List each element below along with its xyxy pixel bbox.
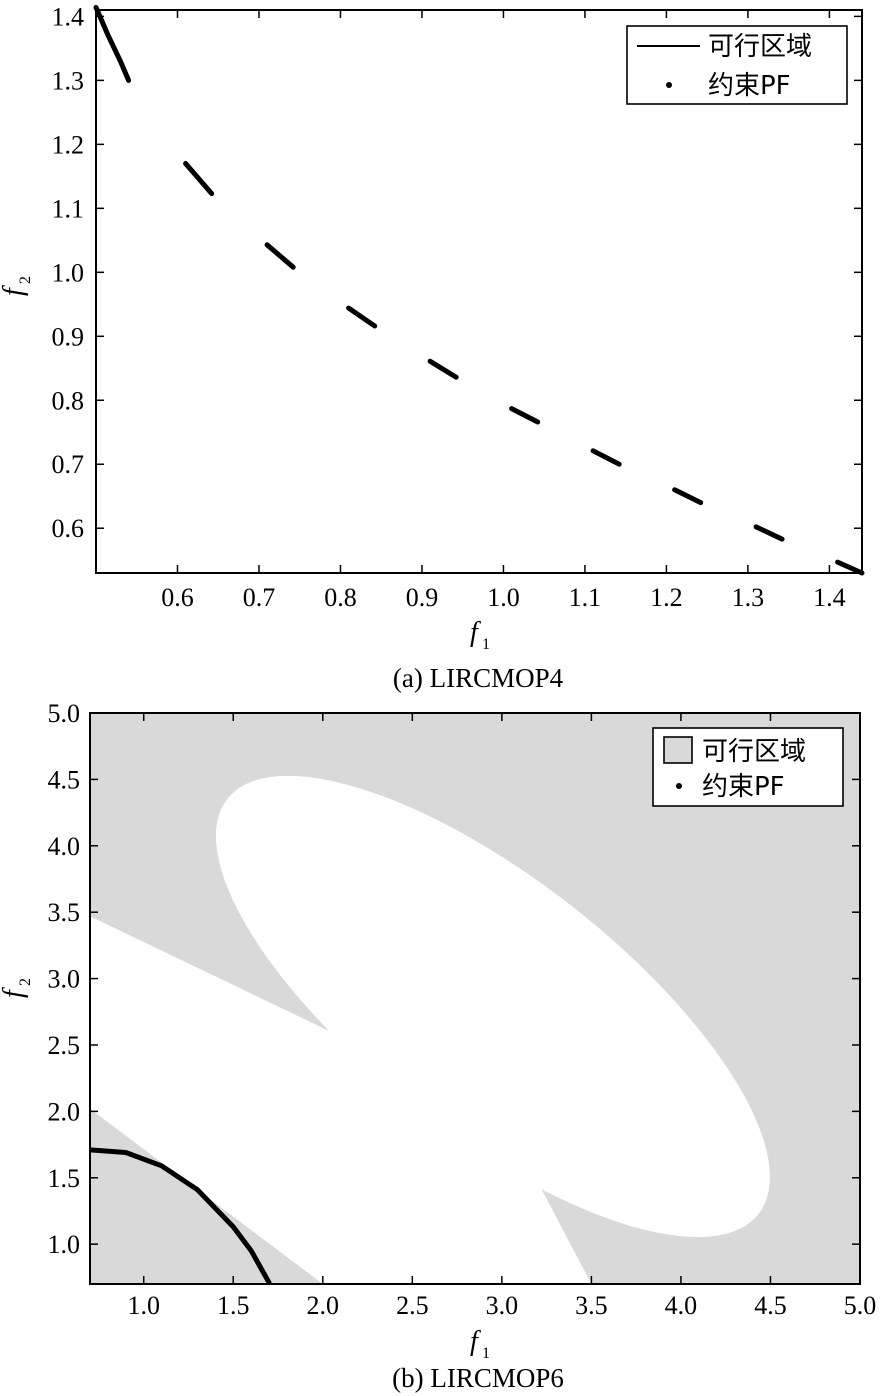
chart-a-pf-segment bbox=[93, 4, 132, 83]
chart-a-xtick-label: 0.9 bbox=[406, 583, 439, 612]
chart-a-ytick-label: 1.0 bbox=[52, 258, 85, 287]
chart-a-xtick-label: 1.2 bbox=[650, 583, 683, 612]
chart-b-ytick-label: 3.0 bbox=[48, 965, 81, 994]
chart-b-pf-curve bbox=[90, 1147, 272, 1284]
chart-a-ytick-label: 1.4 bbox=[52, 2, 85, 31]
chart-b-ytick-label: 5.0 bbox=[48, 699, 81, 728]
chart-a-frame bbox=[95, 9, 863, 574]
chart-b-legend-label-1: 约束PF bbox=[702, 772, 785, 802]
chart-a-xlabel-sub: 1 bbox=[482, 636, 490, 653]
chart-a-pf-segment bbox=[183, 161, 215, 197]
chart-b-caption: (b) LIRCMOP6 bbox=[392, 1363, 564, 1393]
chart-b-frame bbox=[89, 712, 861, 1285]
chart-b-ytick-label: 4.0 bbox=[48, 832, 81, 861]
chart-a-xtick-label: 0.8 bbox=[324, 583, 357, 612]
chart-b-xtick-label: 3.5 bbox=[575, 1291, 608, 1320]
chart-b-xtick-label: 1.0 bbox=[127, 1291, 160, 1320]
chart-b-infeasible-ellipse bbox=[215, 775, 770, 1238]
chart-b-xtick-label: 2.0 bbox=[307, 1291, 340, 1320]
chart-b-ytick-label: 2.0 bbox=[48, 1097, 81, 1126]
chart-a-xlabel: f bbox=[470, 617, 481, 648]
chart-a-caption: (a) LIRCMOP4 bbox=[393, 663, 564, 693]
chart-b-legend-box-marker bbox=[663, 736, 693, 764]
chart-a-ytick-label: 0.6 bbox=[52, 514, 85, 543]
chart-a-xtick-label: 1.0 bbox=[487, 583, 520, 612]
chart-a-legend-box bbox=[626, 25, 848, 105]
chart-a-xtick-label: 0.6 bbox=[161, 583, 194, 612]
chart-a-series bbox=[93, 4, 865, 576]
chart-a-ytick-label: 0.9 bbox=[52, 322, 85, 351]
chart-b-ticks: 1.0 1.5 2.0 2.5 3.0 3.5 4.0 4.5 5.0 1.0 1.5 2.0 2.5 3… bbox=[48, 699, 877, 1320]
chart-b-ylabel-sub: 2 bbox=[17, 978, 34, 986]
chart-b-ytick-label: 1.0 bbox=[48, 1230, 81, 1259]
chart-a-pf-segment bbox=[835, 559, 865, 576]
chart-b-legend: 可行区域 约束PF bbox=[652, 727, 844, 807]
chart-a-legend: 可行区域 约束PF bbox=[626, 25, 848, 105]
chart-b-xtick-label: 3.0 bbox=[486, 1291, 519, 1320]
chart-b-xlabel: f bbox=[470, 1326, 481, 1357]
chart-a-xtick-label: 0.7 bbox=[243, 583, 276, 612]
chart-b-ytick-label: 3.5 bbox=[48, 898, 81, 927]
chart-a: 0.6 0.7 0.8 0.9 1.0 1.1 1.2 1.3 1.4 0.6 0.7 0.8 0.9 1… bbox=[0, 2, 865, 693]
chart-b-xtick-label: 4.5 bbox=[754, 1291, 787, 1320]
chart-b-legend-label-0: 可行区域 bbox=[702, 737, 806, 767]
chart-b-ylabel: f bbox=[0, 987, 29, 998]
chart-a-xtick-label: 1.3 bbox=[732, 583, 765, 612]
chart-a-ticks: 0.6 0.7 0.8 0.9 1.0 1.1 1.2 1.3 1.4 0.6 0.7 0.8 0.9 1… bbox=[52, 2, 862, 612]
chart-b-ytick-label: 4.5 bbox=[48, 765, 81, 794]
chart-a-ylabel-sub: 2 bbox=[17, 276, 34, 284]
chart-a-ytick-label: 1.1 bbox=[52, 194, 85, 223]
chart-a-legend-label-0: 可行区域 bbox=[708, 32, 812, 62]
chart-a-pf-segment bbox=[427, 358, 459, 380]
chart-a-ytick-label: 1.3 bbox=[52, 66, 85, 95]
chart-b-series bbox=[90, 1147, 272, 1284]
chart-a-ytick-label: 0.8 bbox=[52, 386, 85, 415]
chart-a-xtick-label: 1.4 bbox=[813, 583, 846, 612]
chart-b-ytick-label: 2.5 bbox=[48, 1031, 81, 1060]
chart-a-pf-segment bbox=[346, 305, 378, 329]
chart-a-pf-segment bbox=[509, 406, 541, 425]
chart-b-xlabel-sub: 1 bbox=[482, 1345, 490, 1362]
chart-b-xtick-label: 1.5 bbox=[217, 1291, 250, 1320]
chart-a-pf-segment bbox=[753, 524, 785, 542]
chart-b: 1.0 1.5 2.0 2.5 3.0 3.5 4.0 4.5 5.0 1.0 1.5 2.0 2.5 3… bbox=[0, 699, 877, 1393]
chart-b-infeasible-band bbox=[90, 916, 592, 1284]
chart-b-xtick-label: 2.5 bbox=[396, 1291, 429, 1320]
chart-a-pf-segment bbox=[672, 487, 704, 506]
chart-a-legend-label-1: 约束PF bbox=[708, 71, 791, 101]
chart-a-pf-segment bbox=[264, 242, 296, 270]
chart-b-xtick-label: 5.0 bbox=[844, 1291, 877, 1320]
chart-a-xtick-label: 1.1 bbox=[569, 583, 602, 612]
chart-a-ytick-label: 0.7 bbox=[52, 450, 85, 479]
chart-b-legend-dot-marker bbox=[676, 783, 682, 789]
chart-a-ytick-label: 1.2 bbox=[52, 130, 85, 159]
chart-b-ytick-label: 1.5 bbox=[48, 1164, 81, 1193]
chart-a-pf-segment bbox=[590, 448, 622, 467]
chart-a-legend-dot-marker bbox=[666, 82, 672, 88]
chart-a-ylabel: f bbox=[0, 285, 29, 296]
chart-b-xtick-label: 4.0 bbox=[665, 1291, 698, 1320]
